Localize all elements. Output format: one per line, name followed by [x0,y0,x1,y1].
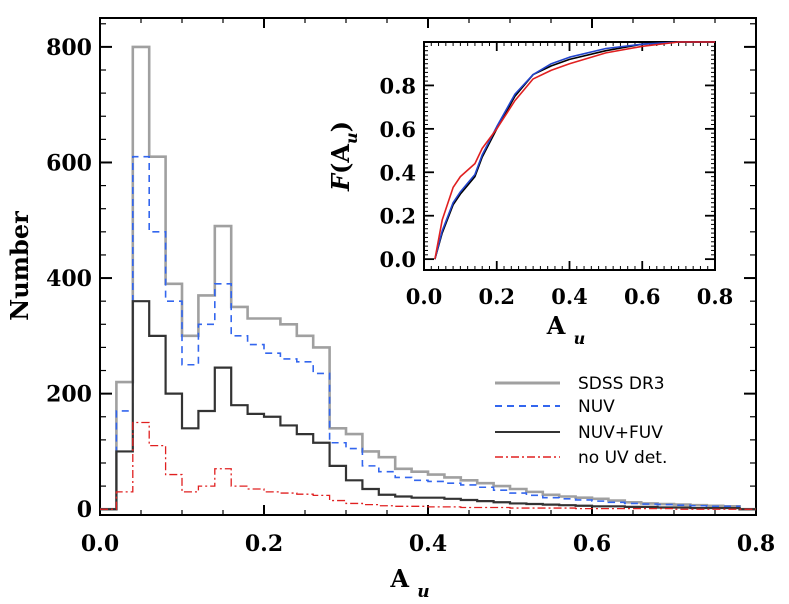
inset-x-axis-title: A u [546,311,586,348]
inset-y-tick-label: 0.6 [379,117,416,142]
legend-label-nuv-fuv: NUV+FUV [578,423,663,443]
x-tick-label: 0.4 [409,531,447,557]
y-tick-label: 400 [46,266,92,292]
x-tick-label: 0.0 [81,531,119,557]
inset-cdf-line-red [434,41,715,260]
y-tick-label: 200 [46,382,92,408]
x-tick-label: 0.2 [245,531,283,557]
legend-label-no-uv: no UV det. [578,448,667,468]
inset-y-tick-label: 0.0 [379,247,416,272]
x-axis-title-sub: u [417,582,429,602]
inset-x-title-sub: u [574,329,586,348]
y-tick-label: 0 [77,497,92,523]
y-axis-title: Number [5,211,34,321]
x-axis-title: A u [389,564,429,602]
legend: SDSS DR3 NUV NUV+FUV no UV det. [495,374,667,468]
inset-x-title-main: A [546,311,566,340]
inset-cdf-line-black [434,41,715,260]
x-axis-title-main: A [389,564,409,593]
inset-cdf-series [434,41,715,260]
inset-x-tick-label: 0.6 [624,284,661,309]
inset-y-tick-label: 0.4 [379,160,416,185]
x-tick-label: 0.8 [737,531,775,557]
inset-cdf-line-blue [434,41,715,260]
y-tick-label: 800 [46,35,92,61]
inset-y-title-inner: (A [326,144,355,174]
inset-y-title-sub: u [342,132,361,144]
inset-plot-background [424,42,715,270]
inset-y-title-f: F [326,172,355,192]
inset-x-tick-label: 0.0 [406,284,443,309]
histogram-series-no-uv-det [100,421,756,510]
inset-y-axis-title: F(Au) [326,121,361,192]
inset-y-tick-label: 0.2 [379,204,416,229]
y-tick-label: 600 [46,150,92,176]
inset-plot: 0.0 0.2 0.4 0.6 0.80.00.20.40.60.8 F(Au) A u [326,41,734,348]
legend-label-sdss: SDSS DR3 [578,374,665,394]
histogram-series-nuv-fuv [100,300,756,511]
histogram-series-nuv [100,155,756,511]
inset-x-tick-label: 0.4 [551,284,588,309]
main-histogram-series [100,45,756,511]
inset-y-tick-label: 0.8 [379,73,416,98]
x-tick-label: 0.6 [573,531,611,557]
main-axis-ticks: 0.0 0.2 0.4 0.6 0.8 0 200 400 600 800 [46,18,775,557]
inset-x-tick-label: 0.2 [478,284,515,309]
legend-label-nuv: NUV [578,397,615,417]
inset-x-tick-label: 0.8 [697,284,734,309]
inset-y-title-close: ) [326,121,355,132]
inset-axis-ticks: 0.0 0.2 0.4 0.6 0.8 0.0 0.2 0.4 0.6 0.8 [379,41,734,309]
